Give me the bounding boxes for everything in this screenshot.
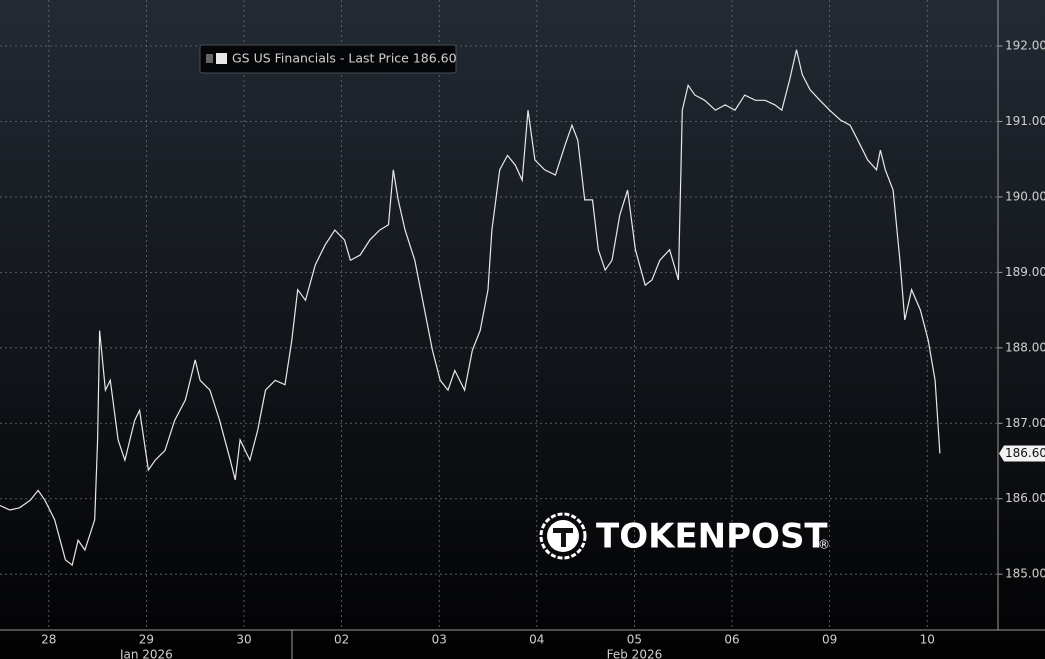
y-tick-label: 191.00 xyxy=(1005,114,1045,128)
plot xyxy=(0,49,941,567)
x-tick-label: 10 xyxy=(920,633,935,647)
grid xyxy=(0,0,999,630)
y-tick-label: 187.00 xyxy=(1005,416,1045,430)
watermark-logo-mark xyxy=(553,528,573,547)
x-tick-label: 06 xyxy=(724,633,739,647)
y-tick-label: 190.00 xyxy=(1005,189,1045,203)
legend-swatch-shadow xyxy=(206,54,213,63)
y-tick-label: 186.00 xyxy=(1005,491,1045,505)
x-tick-label: 05 xyxy=(627,633,642,647)
x-tick-label: 29 xyxy=(139,633,154,647)
last-price-tag xyxy=(999,445,1045,462)
x-tick-label: 04 xyxy=(529,633,544,647)
watermark-text: TOKENPOST xyxy=(596,517,828,557)
legend-text: GS US Financials - Last Price 186.60 xyxy=(232,51,457,66)
y-tick-label: 189.00 xyxy=(1005,265,1045,279)
last-price-label: 186.60 xyxy=(1005,446,1045,460)
x-tick-label: 09 xyxy=(822,633,837,647)
watermark-logo-ring xyxy=(539,512,587,560)
x-tick-label: 30 xyxy=(236,633,251,647)
y-tick-label: 185.00 xyxy=(1005,567,1045,581)
legend-swatch xyxy=(216,53,227,64)
x-group-label: Feb 2026 xyxy=(607,648,663,659)
watermark: TOKENPOST ® xyxy=(539,512,830,560)
x-tick-label: 28 xyxy=(41,633,56,647)
y-tick-label: 188.00 xyxy=(1005,340,1045,354)
legend: GS US Financials - Last Price 186.60 xyxy=(199,44,457,74)
legend-box xyxy=(199,44,457,74)
watermark-registered: ® xyxy=(818,538,830,552)
x-tick-label: 03 xyxy=(432,633,447,647)
x-tick-label: 02 xyxy=(334,633,349,647)
y-tick-label: 192.00 xyxy=(1005,39,1045,53)
x-group-label: Jan 2026 xyxy=(119,648,173,659)
price-line xyxy=(0,49,941,567)
